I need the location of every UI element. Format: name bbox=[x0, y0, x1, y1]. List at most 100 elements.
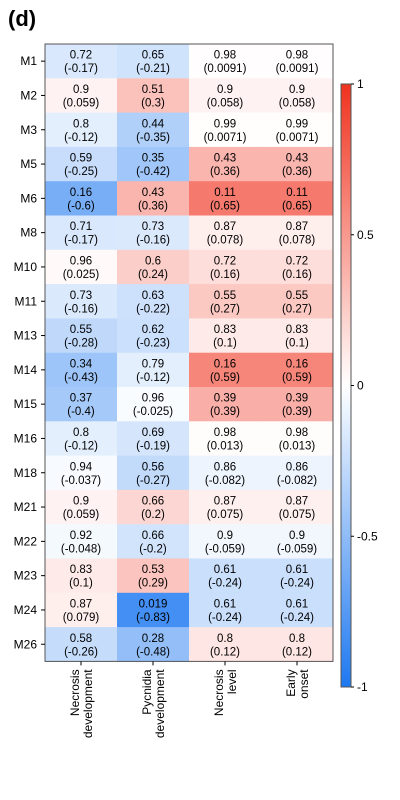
cell-pvalue-label: 0.61 bbox=[286, 564, 308, 576]
heatmap-cell: 0.28(-0.48) bbox=[117, 627, 190, 662]
cell-pvalue-label: 0.83 bbox=[70, 564, 92, 576]
cell-pvalue-label: 0.87 bbox=[286, 221, 308, 233]
cell-fill bbox=[189, 592, 262, 628]
cell-fill bbox=[189, 181, 262, 216]
cell-value-label: (-0.24) bbox=[280, 578, 314, 590]
cell-pvalue-label: 0.87 bbox=[214, 496, 236, 508]
cell-fill bbox=[189, 455, 262, 491]
cell-value-label: (0.0091) bbox=[204, 63, 247, 75]
cell-value-label: (-0.16) bbox=[64, 303, 98, 315]
heatmap-cell: 0.37(-0.4) bbox=[45, 387, 118, 422]
cell-value-label: (-0.25) bbox=[64, 166, 98, 178]
cell-pvalue-label: 0.71 bbox=[70, 221, 92, 233]
cell-value-label: (0.0071) bbox=[276, 132, 319, 144]
cell-value-label: (0.3) bbox=[141, 97, 165, 109]
heatmap-cell: 0.43(0.36) bbox=[117, 181, 190, 216]
colorbar-tick-label: 0.5 bbox=[357, 228, 374, 242]
cell-pvalue-label: 0.87 bbox=[286, 496, 308, 508]
cell-fill bbox=[261, 455, 334, 491]
heatmap-cell: 0.69(-0.19) bbox=[117, 421, 190, 456]
cell-fill bbox=[117, 146, 190, 182]
row-label: M22 bbox=[14, 534, 38, 548]
cell-value-label: (-0.082) bbox=[205, 475, 245, 487]
cell-fill bbox=[45, 455, 118, 491]
cell-value-label: (0.24) bbox=[138, 269, 168, 281]
cell-fill bbox=[189, 352, 262, 388]
cell-pvalue-label: 0.55 bbox=[214, 290, 236, 302]
column-label-text: Pycnidiadevelopment bbox=[140, 669, 167, 738]
cell-value-label: (0.12) bbox=[282, 646, 312, 658]
cell-pvalue-label: 0.6 bbox=[145, 255, 161, 267]
cell-pvalue-label: 0.35 bbox=[142, 153, 164, 165]
cell-fill bbox=[189, 249, 262, 285]
cell-fill bbox=[189, 558, 262, 594]
heatmap-cell: 0.87 (0.079) bbox=[45, 592, 118, 628]
row-label: M2 bbox=[20, 88, 37, 102]
heatmap-cell: 0.96 (0.025) bbox=[45, 249, 118, 285]
cell-pvalue-label: 0.79 bbox=[142, 358, 164, 370]
cell-pvalue-label: 0.9 bbox=[73, 496, 89, 508]
row-label: M11 bbox=[15, 294, 38, 308]
heatmap-cell: 0.96(-0.025) bbox=[117, 387, 190, 422]
colorbar-tick-label: 0 bbox=[357, 379, 364, 393]
cell-pvalue-label: 0.61 bbox=[214, 598, 236, 610]
cell-value-label: (-0.12) bbox=[64, 132, 98, 144]
heatmap-cell: 0.98(0.013) bbox=[189, 421, 262, 456]
cell-pvalue-label: 0.39 bbox=[214, 393, 236, 405]
cell-value-label: (0.058) bbox=[207, 97, 244, 109]
cell-pvalue-label: 0.69 bbox=[142, 427, 164, 439]
heatmap-cell: 0.98(0.013) bbox=[261, 421, 334, 456]
row-label: M18 bbox=[14, 466, 38, 480]
heatmap-cell: 0.98(0.0091) bbox=[261, 44, 334, 79]
cell-pvalue-label: 0.61 bbox=[214, 564, 236, 576]
row-label: M26 bbox=[14, 637, 38, 651]
cell-fill bbox=[117, 44, 190, 79]
row-label: M1 bbox=[20, 54, 37, 68]
cell-pvalue-label: 0.37 bbox=[70, 393, 92, 405]
cell-fill bbox=[45, 421, 118, 456]
row-label: M16 bbox=[14, 431, 38, 445]
row-label: M8 bbox=[20, 226, 37, 240]
cell-value-label: (-0.28) bbox=[64, 338, 98, 350]
cell-fill bbox=[261, 44, 334, 79]
cell-pvalue-label: 0.87 bbox=[70, 598, 92, 610]
heatmap-cell: 0.16 (0.59) bbox=[189, 352, 262, 388]
cell-pvalue-label: 0.9 bbox=[289, 530, 305, 542]
heatmap-cell: 0.44 (-0.35) bbox=[117, 112, 190, 148]
cell-value-label: (-0.059) bbox=[277, 543, 317, 555]
heatmap-cell: 0.72 (0.16) bbox=[261, 249, 334, 285]
column-label-text: Necrosislevel bbox=[212, 669, 239, 716]
cell-pvalue-label: 0.34 bbox=[70, 358, 93, 370]
cell-value-label: (-0.24) bbox=[208, 578, 242, 590]
cell-pvalue-label: 0.8 bbox=[289, 633, 305, 645]
cell-fill bbox=[261, 215, 334, 251]
cell-value-label: (-0.21) bbox=[136, 63, 170, 75]
cell-pvalue-label: 0.53 bbox=[142, 564, 164, 576]
cell-value-label: (0.1) bbox=[213, 338, 237, 350]
cell-fill bbox=[45, 387, 118, 422]
cell-value-label: (0.29) bbox=[138, 578, 168, 590]
colorbar: 1 0.5 0 -0.5 -1 bbox=[340, 77, 378, 694]
cell-fill bbox=[117, 489, 190, 525]
cell-pvalue-label: 0.86 bbox=[286, 461, 308, 473]
cell-pvalue-label: 0.28 bbox=[142, 633, 164, 645]
cell-fill bbox=[189, 524, 262, 559]
cell-fill bbox=[45, 627, 118, 662]
heatmap-cell: 0.72(-0.17) bbox=[45, 44, 118, 79]
row-label: M13 bbox=[14, 329, 38, 343]
heatmap-cell: 0.98(0.0091) bbox=[189, 44, 262, 79]
heatmap-cell: 0.34 (-0.43) bbox=[45, 352, 118, 388]
cell-value-label: (0.36) bbox=[282, 166, 312, 178]
cell-pvalue-label: 0.73 bbox=[142, 221, 164, 233]
cell-value-label: (0.36) bbox=[210, 166, 240, 178]
row-label: M21 bbox=[14, 500, 38, 514]
cell-value-label: (-0.24) bbox=[280, 612, 314, 624]
cell-fill bbox=[45, 112, 118, 148]
heatmap-cell: 0.11(0.65) bbox=[261, 181, 334, 216]
heatmap-cell: 0.9(-0.059) bbox=[261, 524, 334, 559]
cell-pvalue-label: 0.92 bbox=[70, 530, 92, 542]
row-label: M3 bbox=[20, 123, 37, 137]
heatmap-cell: 0.61 (-0.24) bbox=[189, 558, 262, 594]
cell-value-label: (0.2) bbox=[141, 509, 165, 521]
